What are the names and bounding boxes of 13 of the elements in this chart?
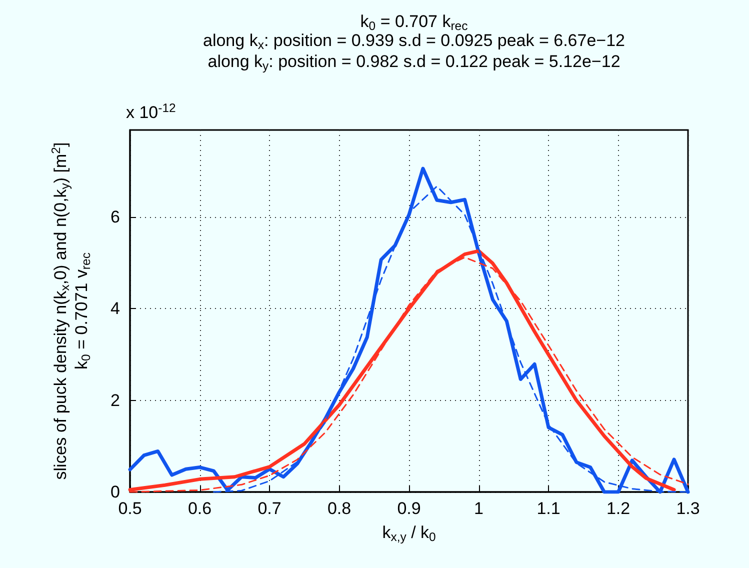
x-tick-label: 1	[474, 499, 484, 518]
y-tick-label: 2	[110, 390, 120, 410]
x-tick-label: 1.3	[676, 499, 700, 518]
x-tick-label: 0.7	[258, 499, 282, 518]
x-tick-label: 1.1	[536, 499, 560, 518]
x-tick-label: 0.8	[327, 499, 352, 518]
y-tick-label: 6	[110, 208, 120, 227]
x-tick-label: 0.5	[118, 499, 142, 518]
x-tick-label: 1.2	[606, 499, 630, 518]
y-tick-label: 0	[110, 482, 120, 502]
x-tick-label: 0.9	[397, 499, 421, 518]
x-tick-label: 0.6	[188, 499, 212, 518]
y-tick-label: 4	[110, 299, 120, 318]
